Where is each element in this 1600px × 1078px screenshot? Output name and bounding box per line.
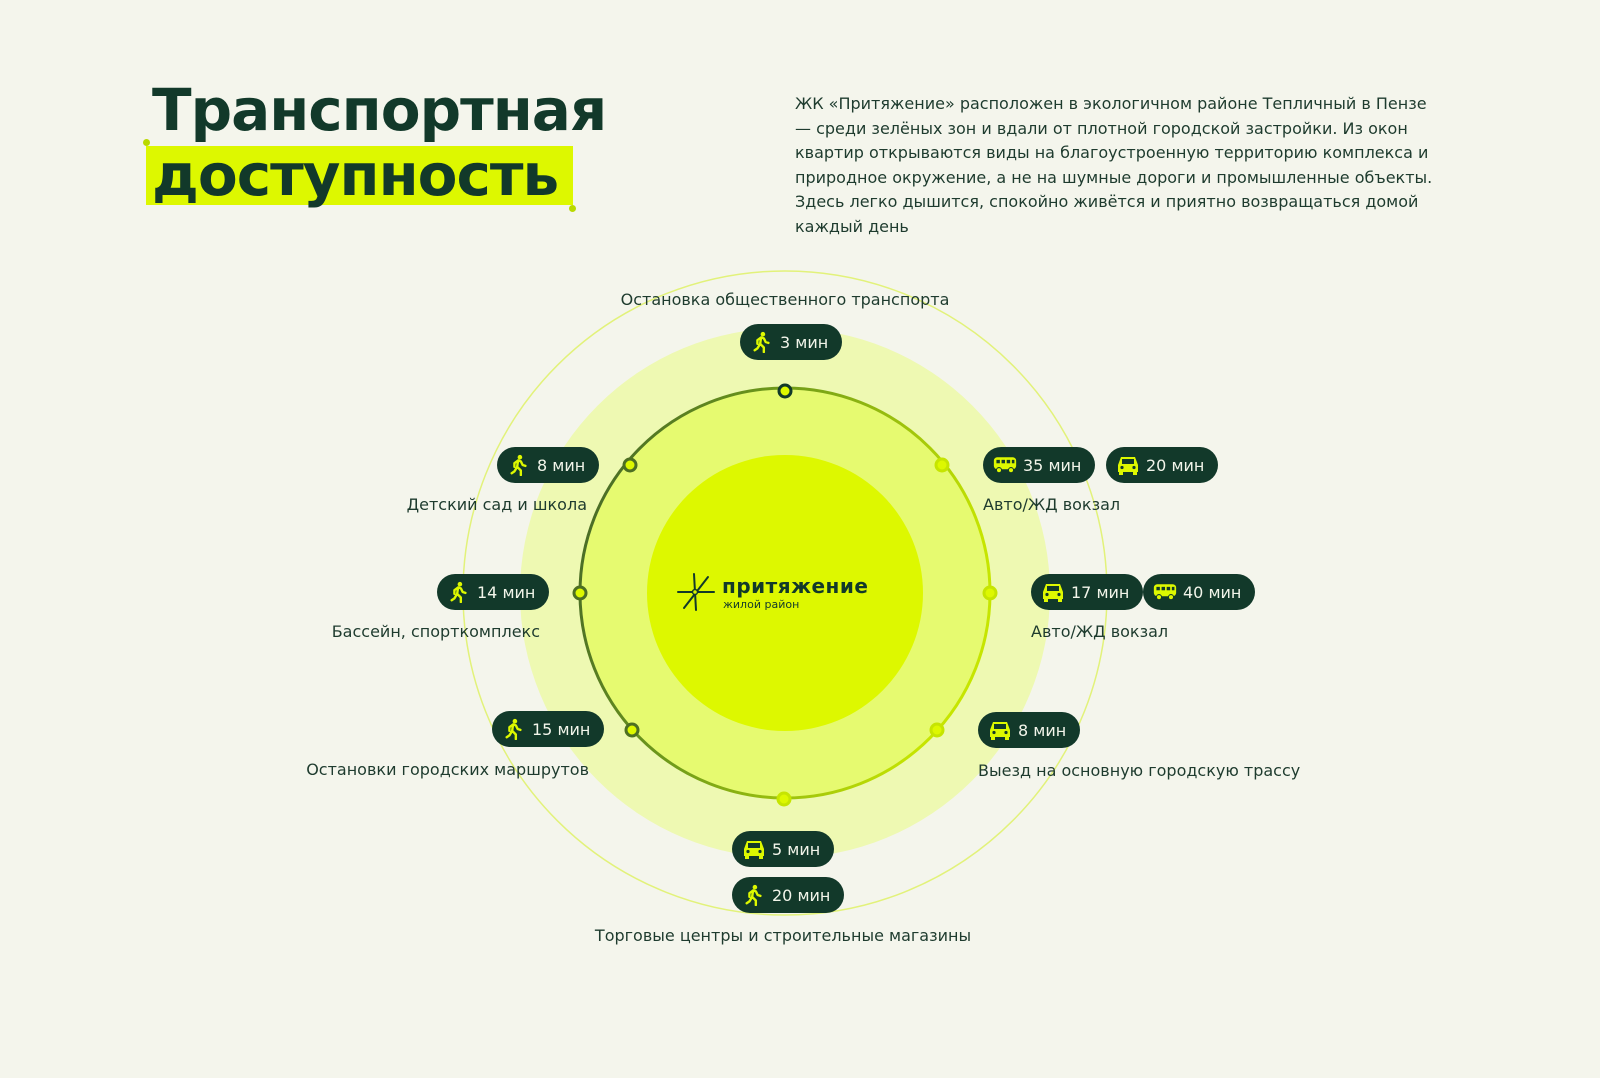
center-circle — [647, 455, 923, 731]
destination-label: Остановка общественного транспорта — [620, 290, 950, 309]
logo-star-icon — [677, 573, 715, 611]
destination-label: Авто/ЖД вокзал — [983, 495, 1121, 514]
destination-label: Торговые центры и строительные магазины — [594, 926, 972, 945]
highlight-dot — [569, 205, 576, 212]
car-icon — [1041, 581, 1071, 603]
bus-icon — [1153, 581, 1183, 603]
time-badge: 20 мин — [732, 877, 845, 913]
time-text: 5 мин — [772, 839, 821, 859]
ring-node — [777, 383, 793, 399]
time-text: 20 мин — [772, 885, 831, 905]
logo: притяжение жилой район — [676, 572, 868, 616]
ring-node — [572, 585, 588, 601]
time-text: 17 мин — [1071, 582, 1130, 602]
destination-label: Бассейн, спорткомплекс — [331, 622, 540, 641]
ring-node — [982, 585, 998, 601]
time-text: 14 мин — [477, 582, 536, 602]
destination-label: Детский сад и школа — [406, 495, 587, 514]
page-title-line1: Транспортная — [152, 76, 607, 144]
time-badge: 14 мин — [437, 574, 550, 610]
time-badge: 3 мин — [740, 324, 843, 360]
logo-name: притяжение — [722, 574, 869, 598]
time-text: 3 мин — [780, 332, 829, 352]
description: ЖК «Притяжение» расположен в экологичном… — [795, 94, 1433, 236]
car-icon — [742, 838, 772, 860]
destination-label: Авто/ЖД вокзал — [1031, 622, 1169, 641]
time-badge: 20 мин — [1106, 447, 1219, 483]
car-icon — [1116, 454, 1146, 476]
bus-icon — [993, 454, 1023, 476]
car-icon — [988, 719, 1018, 741]
highlight-dot — [143, 139, 150, 146]
logo-subtitle: жилой район — [723, 598, 800, 611]
time-text: 20 мин — [1146, 455, 1205, 475]
time-badge: 17 мин — [1031, 574, 1144, 610]
page-title-line2: доступность — [152, 141, 559, 209]
title-highlight — [143, 139, 576, 212]
time-text: 8 мин — [537, 455, 586, 475]
time-badge: 8 мин — [978, 712, 1081, 748]
destination-label: Выезд на основную городскую трассу — [978, 761, 1301, 780]
time-text: 8 мин — [1018, 720, 1067, 740]
walk-icon — [507, 454, 537, 476]
walk-icon — [742, 884, 772, 906]
walk-icon — [750, 331, 780, 353]
ring-node — [929, 722, 945, 738]
ring-node — [776, 791, 792, 807]
time-text: 40 мин — [1183, 582, 1242, 602]
walk-icon — [502, 718, 532, 740]
time-text: 15 мин — [532, 719, 591, 739]
time-badge: 5 мин — [732, 831, 835, 867]
walk-icon — [447, 581, 477, 603]
time-badge: 15 мин — [492, 711, 605, 747]
ring-node — [622, 457, 638, 473]
time-badge: 8 мин — [497, 447, 600, 483]
time-badge: 40 мин — [1143, 574, 1256, 610]
ring-node — [624, 722, 640, 738]
destination-label: Остановки городских маршрутов — [306, 760, 589, 779]
time-text: 35 мин — [1023, 455, 1082, 475]
time-badge: 35 мин — [983, 447, 1096, 483]
ring-node — [934, 457, 950, 473]
